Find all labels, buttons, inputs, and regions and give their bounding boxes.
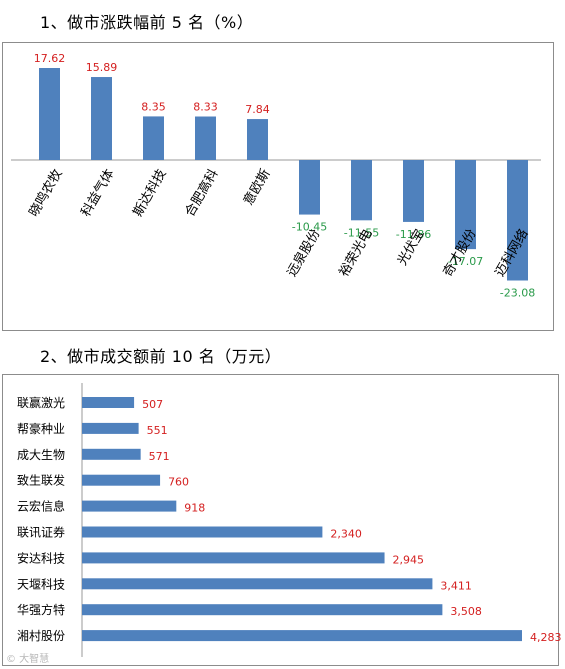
hbar-9 bbox=[82, 604, 443, 616]
hcategory-label-2: 帮豪种业 bbox=[17, 421, 65, 436]
data-label-2: 15.89 bbox=[86, 61, 118, 74]
hbar-5 bbox=[82, 500, 177, 512]
hcategory-label-4: 致生联发 bbox=[17, 473, 65, 488]
hcategory-label-5: 云宏信息 bbox=[17, 499, 65, 514]
bar-2 bbox=[91, 77, 112, 160]
hbar-1 bbox=[82, 397, 135, 408]
hdata-label-6: 2,340 bbox=[330, 528, 362, 541]
hcategory-label-9: 华强方特 bbox=[17, 602, 65, 617]
hbar-2 bbox=[82, 422, 139, 434]
data-label-10: -23.08 bbox=[500, 287, 535, 300]
data-label-6: -10.45 bbox=[292, 221, 327, 234]
bar-9 bbox=[455, 160, 476, 250]
category-label-3: 斯达科技 bbox=[131, 167, 170, 220]
category-label-5: 意欧斯 bbox=[240, 166, 273, 208]
watermark-text: © 大智慧 bbox=[6, 654, 50, 665]
hdata-label-2: 551 bbox=[147, 424, 168, 437]
category-label-2: 科益气体 bbox=[78, 166, 118, 219]
data-label-3: 8.35 bbox=[141, 100, 166, 113]
turnover-chart: 联赢激光 507 帮豪种业 551 成大生物 571 致生联发 760 云宏信息 918 联讯证券 2… bbox=[17, 383, 562, 657]
hbar-6 bbox=[82, 526, 323, 538]
chart1-title: 1、做市涨跌幅前 5 名（%） bbox=[40, 13, 254, 32]
hdata-label-9: 3,508 bbox=[450, 605, 482, 618]
hcategory-label-6: 联讯证券 bbox=[17, 525, 65, 540]
hcategory-label-1: 联赢激光 bbox=[17, 395, 65, 410]
hbar-4 bbox=[82, 474, 161, 486]
hcategory-label-8: 天堰科技 bbox=[17, 577, 65, 591]
bar-5 bbox=[247, 119, 268, 160]
hdata-label-3: 571 bbox=[149, 450, 170, 463]
bar-10 bbox=[507, 160, 528, 281]
hbar-3 bbox=[82, 448, 141, 460]
bar-4 bbox=[195, 116, 216, 160]
data-label-5: 7.84 bbox=[245, 103, 270, 116]
hcategory-label-10: 湘村股份 bbox=[17, 628, 65, 643]
hdata-label-8: 3,411 bbox=[440, 579, 472, 592]
price-change-chart: 17.62 晓鸣农牧 15.89 科益气体 8.35 斯达科技 8.33 合肥高科 7.84 意欧… bbox=[11, 52, 541, 300]
category-label-1: 晓鸣农牧 bbox=[26, 166, 66, 219]
bar-8 bbox=[403, 160, 424, 222]
category-label-6: 远泉股份 bbox=[284, 226, 324, 279]
hcategory-label-7: 安达科技 bbox=[17, 550, 65, 565]
data-label-9: -17.07 bbox=[448, 255, 483, 268]
hdata-label-1: 507 bbox=[142, 398, 163, 411]
bar-6 bbox=[299, 160, 320, 215]
data-label-4: 8.33 bbox=[193, 101, 218, 114]
hdata-label-7: 2,945 bbox=[393, 553, 425, 566]
chart2-frame: 联赢激光 507 帮豪种业 551 成大生物 571 致生联发 760 云宏信息 918 联讯证券 2… bbox=[2, 374, 562, 666]
hdata-label-5: 918 bbox=[184, 502, 205, 515]
bar-7 bbox=[351, 160, 372, 221]
category-label-4: 合肥高科 bbox=[182, 166, 222, 219]
bar-1 bbox=[39, 68, 60, 160]
chart1-frame: 17.62 晓鸣农牧 15.89 科益气体 8.35 斯达科技 8.33 合肥高科 7.84 意欧… bbox=[2, 42, 554, 331]
bar-3 bbox=[143, 116, 164, 160]
data-label-7: -11.55 bbox=[344, 226, 379, 239]
hbar-10 bbox=[82, 630, 522, 642]
hbar-7 bbox=[82, 552, 385, 564]
hcategory-label-3: 成大生物 bbox=[17, 448, 65, 462]
data-label-1: 17.62 bbox=[34, 52, 66, 65]
hdata-label-10: 4,283 bbox=[530, 631, 562, 644]
hdata-label-4: 760 bbox=[168, 476, 189, 489]
chart2-title: 2、做市成交额前 10 名（万元） bbox=[40, 347, 282, 366]
data-label-8: -11.86 bbox=[396, 228, 431, 241]
hbar-8 bbox=[82, 578, 433, 590]
